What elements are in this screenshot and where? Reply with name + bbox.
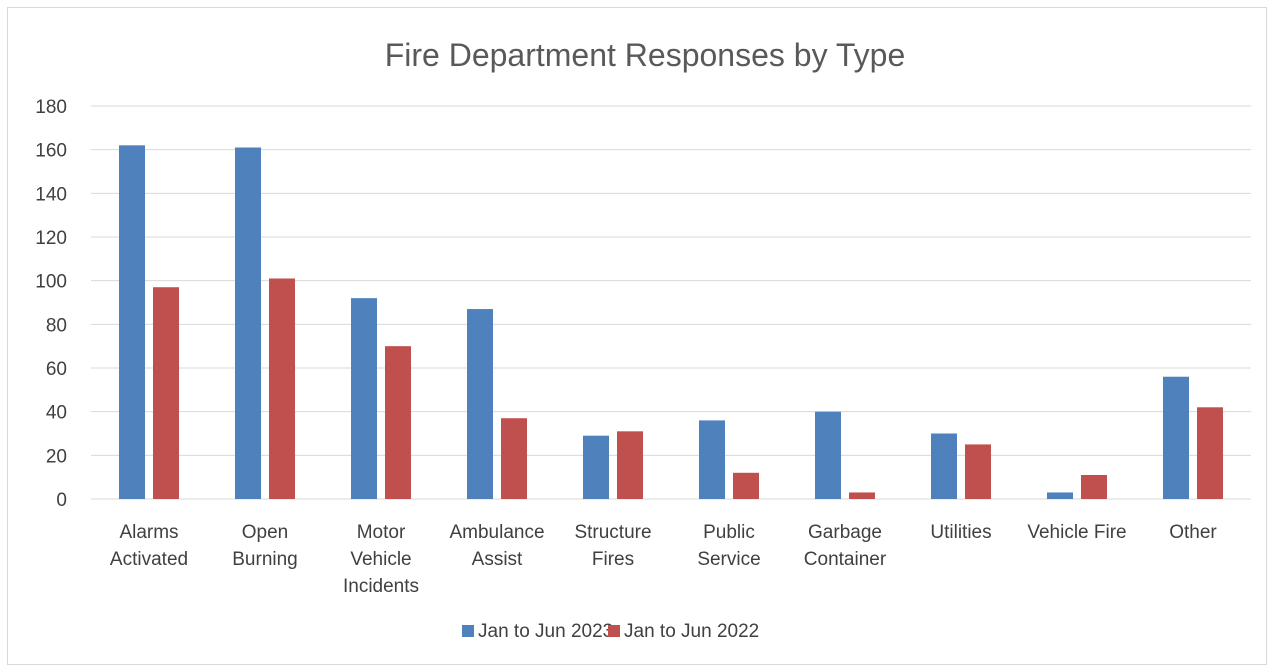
x-category-label-line: Fires bbox=[592, 549, 634, 570]
bar-2023-5 bbox=[699, 420, 725, 499]
chart-svg: Fire Department Responses by Type 0 20 40 6… bbox=[35, 37, 1251, 642]
bar-2023-8 bbox=[1047, 492, 1073, 499]
x-category-label: Utilities bbox=[930, 522, 991, 543]
bar-2022-6 bbox=[849, 492, 875, 499]
legend-label-2022: Jan to Jun 2022 bbox=[624, 621, 759, 642]
bar-2023-1 bbox=[235, 147, 261, 499]
bar-2023-9 bbox=[1163, 376, 1189, 499]
chart-title: Fire Department Responses by Type bbox=[385, 37, 906, 73]
x-category-label-line: Incidents bbox=[343, 576, 419, 597]
x-category-label: Open Burning bbox=[232, 522, 298, 570]
legend: Jan to Jun 2023 Jan to Jun 2022 bbox=[462, 621, 759, 642]
bar-2023-0 bbox=[119, 145, 145, 500]
legend-swatch-2022 bbox=[608, 625, 620, 637]
x-category-label-line: Motor bbox=[357, 522, 406, 543]
y-tick-label: 0 bbox=[56, 490, 67, 511]
bar-2022-1 bbox=[269, 278, 295, 499]
bar-2022-4 bbox=[617, 431, 643, 499]
y-tick-label: 40 bbox=[46, 403, 67, 424]
y-tick-label: 100 bbox=[35, 272, 67, 293]
y-tick-label: 60 bbox=[46, 359, 67, 380]
y-tick-label: 80 bbox=[46, 315, 67, 336]
y-axis-ticks: 0 20 40 60 80 100 120 140 160 180 bbox=[35, 97, 67, 511]
x-category-label-line: Other bbox=[1169, 522, 1217, 543]
legend-label-2023: Jan to Jun 2023 bbox=[478, 621, 613, 642]
chart-frame: Fire Department Responses by Type 0 20 40 6… bbox=[7, 7, 1267, 665]
x-category-label: Ambulance Assist bbox=[449, 522, 544, 570]
x-category-label-line: Vehicle bbox=[350, 549, 411, 570]
bar-2022-0 bbox=[153, 287, 179, 499]
bar-2023-7 bbox=[931, 433, 957, 499]
bar-2022-7 bbox=[965, 444, 991, 499]
y-tick-label: 120 bbox=[35, 228, 67, 249]
x-category-label-line: Structure bbox=[574, 522, 651, 543]
bar-2023-6 bbox=[815, 411, 841, 499]
x-category-label: Public Service bbox=[697, 522, 760, 570]
x-category-label-line: Utilities bbox=[930, 522, 991, 543]
bar-2022-2 bbox=[385, 346, 411, 499]
x-category-label: Alarms Activated bbox=[110, 522, 188, 570]
bar-2022-5 bbox=[733, 472, 759, 499]
x-category-label-line: Container bbox=[804, 549, 887, 570]
x-category-label-line: Public bbox=[703, 522, 755, 543]
x-category-label: Motor Vehicle Incidents bbox=[343, 522, 419, 597]
x-category-label-line: Open bbox=[242, 522, 288, 543]
y-tick-label: 140 bbox=[35, 184, 67, 205]
x-category-label-line: Vehicle Fire bbox=[1027, 522, 1126, 543]
x-category-label-line: Alarms bbox=[119, 522, 178, 543]
y-tick-label: 20 bbox=[46, 446, 67, 467]
x-axis-categories: Alarms Activated Open Burning Motor Vehicle In… bbox=[110, 522, 1218, 597]
gridlines bbox=[91, 105, 1251, 500]
x-category-label-line: Assist bbox=[472, 549, 523, 570]
x-category-label-line: Garbage bbox=[808, 522, 882, 543]
bar-2022-8 bbox=[1081, 474, 1107, 499]
y-tick-label: 180 bbox=[35, 97, 67, 118]
bar-2023-4 bbox=[583, 435, 609, 499]
x-category-label: Other bbox=[1169, 522, 1217, 543]
x-category-label: Garbage Container bbox=[804, 522, 887, 570]
x-category-label: Vehicle Fire bbox=[1027, 522, 1126, 543]
x-category-label-line: Activated bbox=[110, 549, 188, 570]
x-category-label: Structure Fires bbox=[574, 522, 651, 570]
x-category-label-line: Service bbox=[697, 549, 760, 570]
x-category-label-line: Burning bbox=[232, 549, 298, 570]
y-tick-label: 160 bbox=[35, 141, 67, 162]
legend-swatch-2023 bbox=[462, 625, 474, 637]
bar-2023-2 bbox=[351, 298, 377, 499]
bar-2022-9 bbox=[1197, 407, 1223, 499]
bar-2023-3 bbox=[467, 309, 493, 499]
bar-2022-3 bbox=[501, 418, 527, 499]
bars bbox=[119, 145, 1223, 500]
x-category-label-line: Ambulance bbox=[449, 522, 544, 543]
